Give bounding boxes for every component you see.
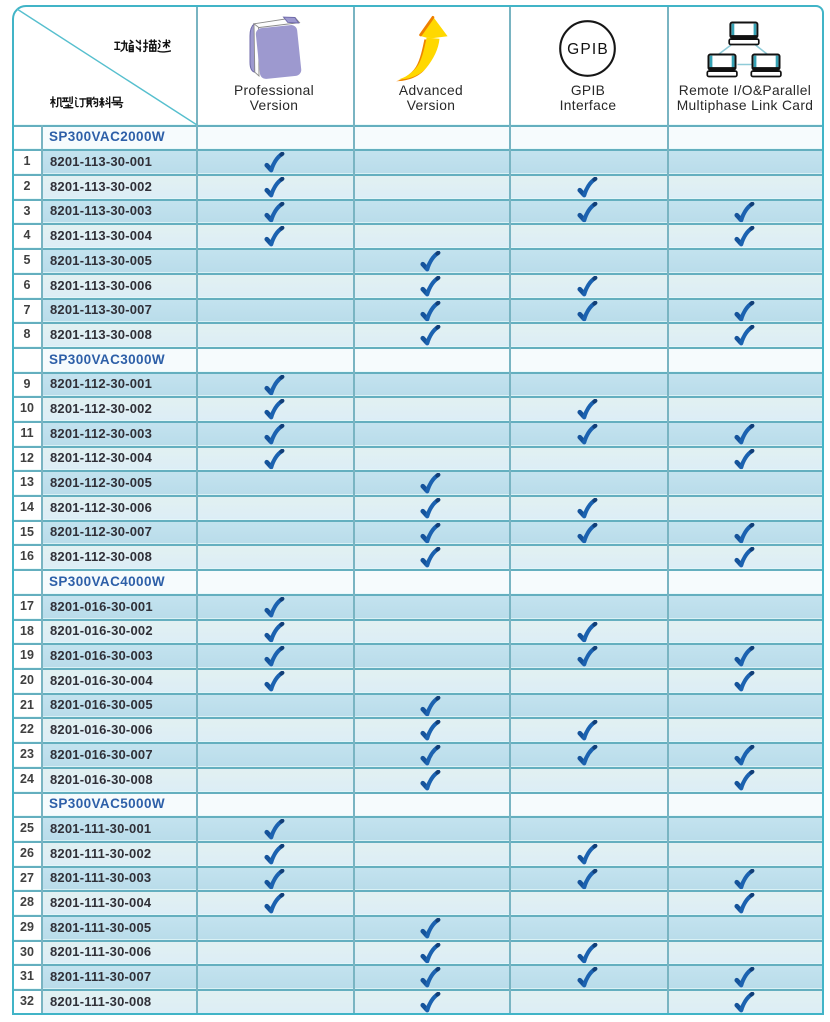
svg-text:GPIB: GPIB <box>567 41 609 58</box>
